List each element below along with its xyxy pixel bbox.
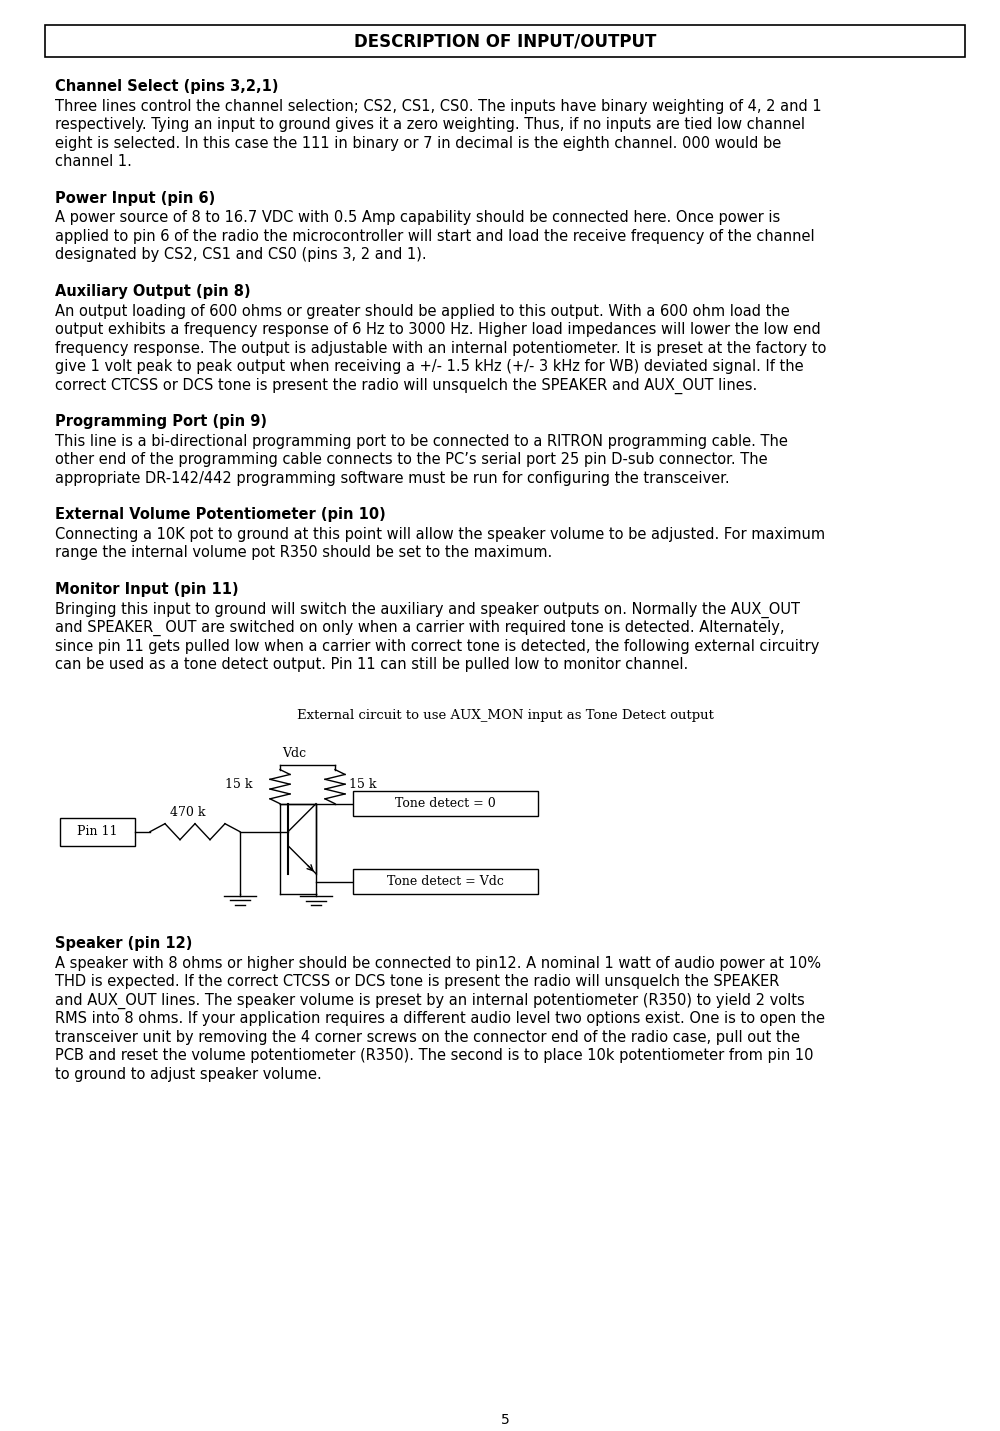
Text: Vdc: Vdc — [282, 747, 306, 760]
Text: range the internal volume pot R350 should be set to the maximum.: range the internal volume pot R350 shoul… — [55, 545, 552, 561]
Text: transceiver unit by removing the 4 corner screws on the connector end of the rad: transceiver unit by removing the 4 corne… — [55, 1030, 800, 1045]
Text: Pin 11: Pin 11 — [77, 826, 118, 839]
Text: output exhibits a frequency response of 6 Hz to 3000 Hz. Higher load impedances : output exhibits a frequency response of … — [55, 322, 821, 338]
Bar — [353, 869, 538, 894]
Text: PCB and reset the volume potentiometer (R350). The second is to place 10k potent: PCB and reset the volume potentiometer (… — [55, 1049, 814, 1063]
Text: Bringing this input to ground will switch the auxiliary and speaker outputs on. : Bringing this input to ground will switc… — [55, 601, 800, 618]
Text: channel 1.: channel 1. — [55, 155, 132, 169]
Text: respectively. Tying an input to ground gives it a zero weighting. Thus, if no in: respectively. Tying an input to ground g… — [55, 117, 805, 132]
Text: since pin 11 gets pulled low when a carrier with correct tone is detected, the f: since pin 11 gets pulled low when a carr… — [55, 638, 819, 654]
Text: External Volume Potentiometer (pin 10): External Volume Potentiometer (pin 10) — [55, 508, 386, 522]
Text: give 1 volt peak to peak output when receiving a +/- 1.5 kHz (+/- 3 kHz for WB) : give 1 volt peak to peak output when rec… — [55, 359, 804, 373]
Text: frequency response. The output is adjustable with an internal potentiometer. It : frequency response. The output is adjust… — [55, 341, 826, 355]
Text: 15 k: 15 k — [225, 777, 252, 791]
Text: THD is expected. If the correct CTCSS or DCS tone is present the radio will unsq: THD is expected. If the correct CTCSS or… — [55, 975, 779, 989]
Text: DESCRIPTION OF INPUT/OUTPUT: DESCRIPTION OF INPUT/OUTPUT — [354, 31, 656, 50]
Text: 15 k: 15 k — [349, 777, 377, 791]
Text: and SPEAKER_ OUT are switched on only when a carrier with required tone is detec: and SPEAKER_ OUT are switched on only wh… — [55, 620, 784, 637]
Text: Power Input (pin 6): Power Input (pin 6) — [55, 190, 215, 206]
Text: Programming Port (pin 9): Programming Port (pin 9) — [55, 414, 267, 429]
Text: Tone detect = 0: Tone detect = 0 — [395, 797, 496, 810]
Text: 470 k: 470 k — [170, 806, 205, 819]
Text: appropriate DR-142/442 programming software must be run for configuring the tran: appropriate DR-142/442 programming softw… — [55, 471, 730, 485]
Text: other end of the programming cable connects to the PC’s serial port 25 pin D-sub: other end of the programming cable conne… — [55, 452, 768, 468]
Text: Speaker (pin 12): Speaker (pin 12) — [55, 936, 192, 952]
Text: applied to pin 6 of the radio the microcontroller will start and load the receiv: applied to pin 6 of the radio the microc… — [55, 229, 815, 243]
Text: can be used as a tone detect output. Pin 11 can still be pulled low to monitor c: can be used as a tone detect output. Pin… — [55, 657, 688, 673]
Text: Three lines control the channel selection; CS2, CS1, CS0. The inputs have binary: Three lines control the channel selectio… — [55, 99, 822, 113]
Text: eight is selected. In this case the 111 in binary or 7 in decimal is the eighth : eight is selected. In this case the 111 … — [55, 136, 781, 150]
Bar — [60, 817, 135, 846]
Text: Channel Select (pins 3,2,1): Channel Select (pins 3,2,1) — [55, 79, 278, 94]
Text: Tone detect = Vdc: Tone detect = Vdc — [387, 876, 504, 889]
Text: and AUX_OUT lines. The speaker volume is preset by an internal potentiometer (R3: and AUX_OUT lines. The speaker volume is… — [55, 993, 805, 1009]
Text: to ground to adjust speaker volume.: to ground to adjust speaker volume. — [55, 1068, 322, 1082]
Text: A power source of 8 to 16.7 VDC with 0.5 Amp capability should be connected here: A power source of 8 to 16.7 VDC with 0.5… — [55, 210, 780, 226]
Text: Monitor Input (pin 11): Monitor Input (pin 11) — [55, 582, 239, 597]
Text: A speaker with 8 ohms or higher should be connected to pin12. A nominal 1 watt o: A speaker with 8 ohms or higher should b… — [55, 956, 821, 970]
Text: Connecting a 10K pot to ground at this point will allow the speaker volume to be: Connecting a 10K pot to ground at this p… — [55, 527, 825, 542]
Bar — [45, 24, 965, 57]
Bar — [353, 791, 538, 816]
Text: Auxiliary Output (pin 8): Auxiliary Output (pin 8) — [55, 283, 251, 299]
Text: RMS into 8 ohms. If your application requires a different audio level two option: RMS into 8 ohms. If your application req… — [55, 1012, 825, 1026]
Text: correct CTCSS or DCS tone is present the radio will unsquelch the SPEAKER and AU: correct CTCSS or DCS tone is present the… — [55, 378, 757, 394]
Text: 5: 5 — [501, 1412, 509, 1427]
Text: An output loading of 600 ohms or greater should be applied to this output. With : An output loading of 600 ohms or greater… — [55, 303, 790, 319]
Text: designated by CS2, CS1 and CS0 (pins 3, 2 and 1).: designated by CS2, CS1 and CS0 (pins 3, … — [55, 248, 427, 262]
Text: External circuit to use AUX_MON input as Tone Detect output: External circuit to use AUX_MON input as… — [297, 708, 713, 721]
Text: This line is a bi-directional programming port to be connected to a RITRON progr: This line is a bi-directional programmin… — [55, 434, 788, 449]
